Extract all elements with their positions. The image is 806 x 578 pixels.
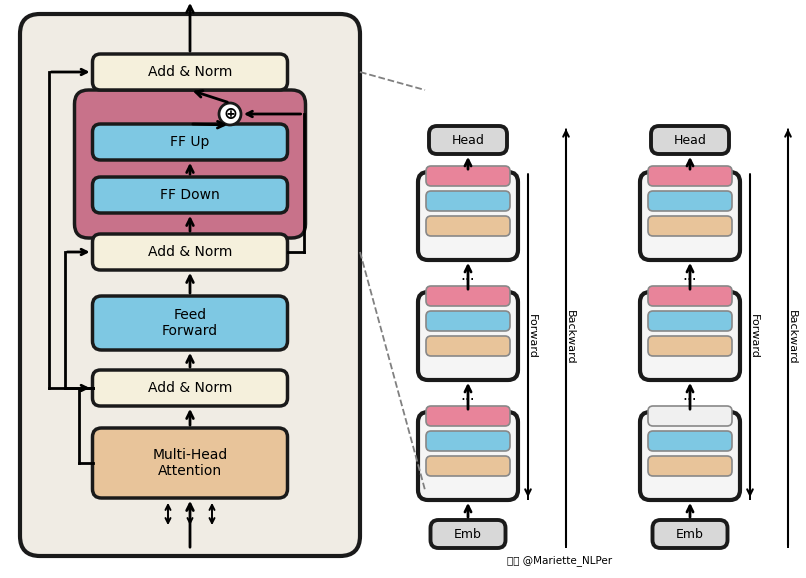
Text: Backward: Backward xyxy=(787,310,797,364)
FancyBboxPatch shape xyxy=(648,456,732,476)
Text: Add & Norm: Add & Norm xyxy=(147,65,232,79)
FancyBboxPatch shape xyxy=(93,54,288,90)
Text: ...: ... xyxy=(683,269,697,283)
FancyBboxPatch shape xyxy=(418,172,518,260)
FancyBboxPatch shape xyxy=(74,90,305,238)
Text: Add & Norm: Add & Norm xyxy=(147,245,232,259)
FancyBboxPatch shape xyxy=(648,166,732,186)
FancyBboxPatch shape xyxy=(648,216,732,236)
Text: ...: ... xyxy=(683,388,697,403)
FancyBboxPatch shape xyxy=(430,520,505,548)
FancyBboxPatch shape xyxy=(20,14,360,556)
Text: Forward: Forward xyxy=(749,313,759,358)
FancyBboxPatch shape xyxy=(426,286,510,306)
FancyBboxPatch shape xyxy=(426,456,510,476)
Text: ⊕: ⊕ xyxy=(223,105,237,123)
Text: Emb: Emb xyxy=(454,528,482,540)
FancyBboxPatch shape xyxy=(93,124,288,160)
Text: ...: ... xyxy=(461,269,476,283)
FancyBboxPatch shape xyxy=(653,520,728,548)
FancyBboxPatch shape xyxy=(426,311,510,331)
FancyBboxPatch shape xyxy=(418,292,518,380)
Text: Add & Norm: Add & Norm xyxy=(147,381,232,395)
Text: Head: Head xyxy=(451,134,484,146)
FancyBboxPatch shape xyxy=(648,311,732,331)
Text: Emb: Emb xyxy=(676,528,704,540)
Text: Forward: Forward xyxy=(527,313,537,358)
Text: Feed
Forward: Feed Forward xyxy=(162,308,218,338)
FancyBboxPatch shape xyxy=(93,296,288,350)
FancyBboxPatch shape xyxy=(648,286,732,306)
Text: Head: Head xyxy=(674,134,706,146)
Text: FF Up: FF Up xyxy=(170,135,210,149)
FancyBboxPatch shape xyxy=(640,292,740,380)
FancyBboxPatch shape xyxy=(93,234,288,270)
FancyBboxPatch shape xyxy=(418,412,518,500)
FancyBboxPatch shape xyxy=(648,336,732,356)
Text: ...: ... xyxy=(461,388,476,403)
FancyBboxPatch shape xyxy=(426,431,510,451)
FancyBboxPatch shape xyxy=(426,166,510,186)
FancyBboxPatch shape xyxy=(93,428,288,498)
Text: Backward: Backward xyxy=(565,310,575,364)
FancyBboxPatch shape xyxy=(640,412,740,500)
FancyBboxPatch shape xyxy=(640,172,740,260)
Text: FF Down: FF Down xyxy=(160,188,220,202)
FancyBboxPatch shape xyxy=(651,126,729,154)
FancyBboxPatch shape xyxy=(93,177,288,213)
FancyBboxPatch shape xyxy=(426,406,510,426)
Text: 知乎 @Mariette_NLPer: 知乎 @Mariette_NLPer xyxy=(508,555,613,566)
Circle shape xyxy=(219,103,241,125)
FancyBboxPatch shape xyxy=(648,406,732,426)
FancyBboxPatch shape xyxy=(648,191,732,211)
FancyBboxPatch shape xyxy=(426,191,510,211)
FancyBboxPatch shape xyxy=(429,126,507,154)
FancyBboxPatch shape xyxy=(93,370,288,406)
Text: Multi-Head
Attention: Multi-Head Attention xyxy=(152,448,227,478)
FancyBboxPatch shape xyxy=(426,336,510,356)
FancyBboxPatch shape xyxy=(426,216,510,236)
FancyBboxPatch shape xyxy=(648,431,732,451)
